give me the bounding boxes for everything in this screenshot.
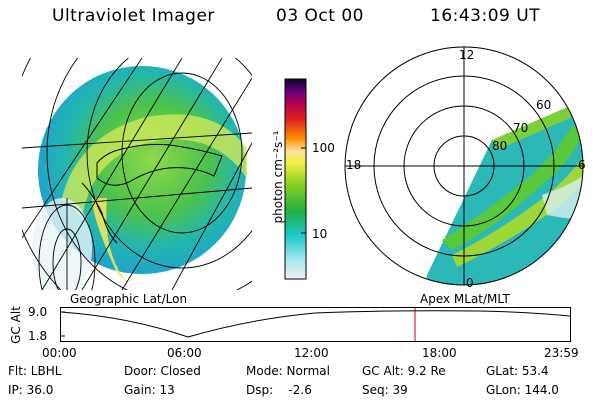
mlt-label-12: 12 bbox=[459, 48, 475, 62]
colorbar-unit-label: photon cm⁻²s⁻¹ bbox=[271, 130, 285, 224]
colorbar bbox=[284, 78, 307, 280]
auroral-arc-left bbox=[92, 198, 132, 288]
colorbar-tick-10: 10 bbox=[312, 227, 328, 241]
info-mode: Mode: Normal bbox=[246, 364, 330, 378]
altitude-xtick-1800: 18:00 bbox=[422, 346, 457, 360]
left-panel-label: Geographic Lat/Lon bbox=[70, 292, 188, 306]
altitude-curve bbox=[60, 310, 571, 338]
info-ip: IP: 36.0 bbox=[8, 383, 54, 397]
polar-grid bbox=[344, 46, 584, 286]
app-title: Ultraviolet Imager bbox=[52, 6, 215, 26]
info-gc-alt: GC Alt: 9.2 Re bbox=[362, 364, 446, 378]
auroral-oval-left bbox=[62, 114, 247, 218]
colorbar-tick-100: 100 bbox=[312, 141, 335, 155]
date-label: 03 Oct 00 bbox=[276, 6, 364, 26]
info-dsp: Dsp: -2.6 bbox=[246, 383, 312, 397]
info-glon: GLon: 144.0 bbox=[486, 383, 559, 397]
mlat-label-80: 80 bbox=[492, 139, 508, 153]
info-glat: GLat: 53.4 bbox=[486, 364, 549, 378]
altitude-xtick-1200: 12:00 bbox=[294, 346, 329, 360]
info-seq: Seq: 39 bbox=[362, 383, 408, 397]
time-label: 16:43:09 UT bbox=[430, 6, 541, 26]
mlat-label-60: 60 bbox=[536, 98, 552, 112]
altitude-ytick-high: 9.0 bbox=[28, 305, 48, 319]
info-flt: Flt: LBHL bbox=[8, 364, 62, 378]
mlt-label-6: 6 bbox=[578, 158, 586, 172]
right-panel-label: Apex MLat/MLT bbox=[420, 292, 510, 306]
altitude-xtick-0000: 00:00 bbox=[42, 346, 77, 360]
mlt-label-0: 0 bbox=[466, 276, 474, 290]
info-door: Door: Closed bbox=[124, 364, 201, 378]
polar-plot bbox=[344, 46, 584, 286]
geographic-image bbox=[22, 58, 252, 290]
mlat-label-70: 70 bbox=[513, 121, 529, 135]
altitude-ytick-low: 1.8 bbox=[28, 329, 48, 343]
altitude-plot bbox=[60, 307, 571, 342]
info-gain: Gain: 13 bbox=[124, 383, 175, 397]
altitude-xtick-2359: 23:59 bbox=[544, 346, 579, 360]
altitude-xtick-0600: 06:00 bbox=[167, 346, 202, 360]
altitude-ylabel: GC Alt bbox=[9, 306, 23, 344]
mlt-label-18: 18 bbox=[346, 158, 362, 172]
